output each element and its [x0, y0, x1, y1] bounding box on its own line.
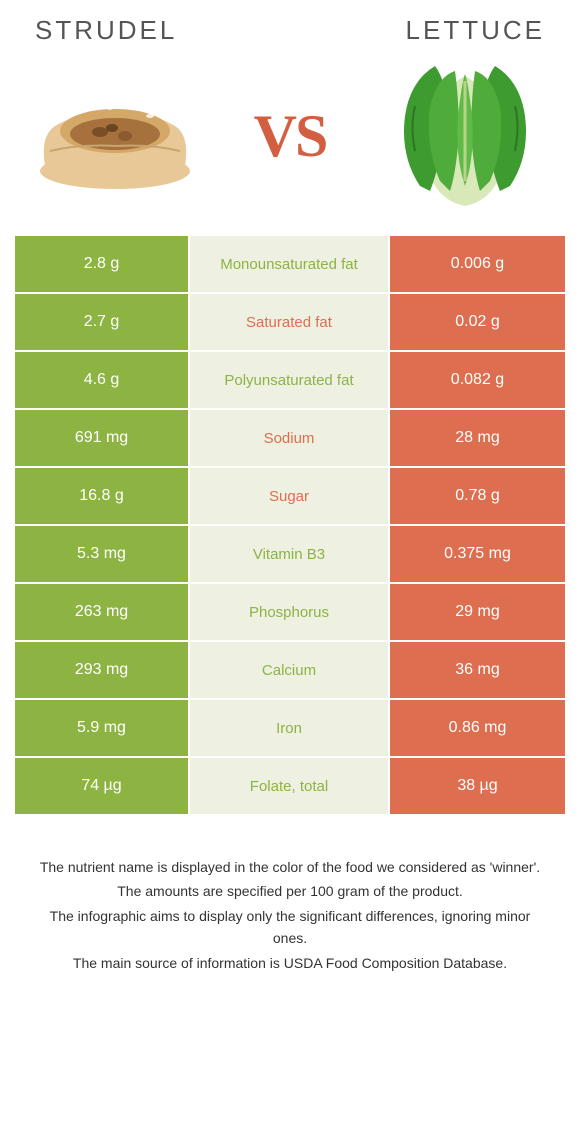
table-row: 5.9 mgIron0.86 mg [15, 700, 565, 758]
right-value: 0.082 g [390, 352, 565, 410]
right-value: 28 mg [390, 410, 565, 468]
nutrient-name: Phosphorus [190, 584, 390, 642]
table-row: 263 mgPhosphorus29 mg [15, 584, 565, 642]
right-value: 0.006 g [390, 236, 565, 294]
left-value: 5.9 mg [15, 700, 190, 758]
nutrient-name: Folate, total [190, 758, 390, 816]
vs-label: VS [254, 102, 327, 171]
footer-line: The main source of information is USDA F… [35, 952, 545, 974]
left-value: 16.8 g [15, 468, 190, 526]
right-value: 0.78 g [390, 468, 565, 526]
table-row: 16.8 gSugar0.78 g [15, 468, 565, 526]
table-row: 293 mgCalcium36 mg [15, 642, 565, 700]
nutrient-name: Monounsaturated fat [190, 236, 390, 294]
left-value: 293 mg [15, 642, 190, 700]
table-row: 4.6 gPolyunsaturated fat0.082 g [15, 352, 565, 410]
left-value: 74 µg [15, 758, 190, 816]
strudel-image [25, 56, 205, 216]
table-row: 2.7 gSaturated fat0.02 g [15, 294, 565, 352]
right-value: 0.375 mg [390, 526, 565, 584]
nutrient-name: Calcium [190, 642, 390, 700]
table-row: 691 mgSodium28 mg [15, 410, 565, 468]
table-row: 5.3 mgVitamin B30.375 mg [15, 526, 565, 584]
nutrient-name: Saturated fat [190, 294, 390, 352]
footer-line: The infographic aims to display only the… [35, 905, 545, 950]
table-row: 2.8 gMonounsaturated fat0.006 g [15, 236, 565, 294]
table-row: 74 µgFolate, total38 µg [15, 758, 565, 816]
right-value: 38 µg [390, 758, 565, 816]
nutrient-name: Vitamin B3 [190, 526, 390, 584]
left-value: 4.6 g [15, 352, 190, 410]
nutrition-table: 2.8 gMonounsaturated fat0.006 g2.7 gSatu… [15, 236, 565, 816]
left-value: 2.8 g [15, 236, 190, 294]
nutrient-name: Polyunsaturated fat [190, 352, 390, 410]
left-value: 263 mg [15, 584, 190, 642]
right-value: 29 mg [390, 584, 565, 642]
lettuce-image [375, 56, 555, 216]
nutrient-name: Sugar [190, 468, 390, 526]
images-row: VS [15, 56, 565, 236]
right-food-title: LETTUCE [406, 15, 545, 46]
left-value: 2.7 g [15, 294, 190, 352]
nutrient-name: Iron [190, 700, 390, 758]
left-value: 5.3 mg [15, 526, 190, 584]
footer-line: The amounts are specified per 100 gram o… [35, 880, 545, 902]
left-value: 691 mg [15, 410, 190, 468]
comparison-header: STRUDEL LETTUCE [15, 10, 565, 56]
right-value: 0.86 mg [390, 700, 565, 758]
left-food-title: STRUDEL [35, 15, 177, 46]
footer-line: The nutrient name is displayed in the co… [35, 856, 545, 878]
footer-notes: The nutrient name is displayed in the co… [15, 816, 565, 974]
nutrient-name: Sodium [190, 410, 390, 468]
right-value: 0.02 g [390, 294, 565, 352]
right-value: 36 mg [390, 642, 565, 700]
